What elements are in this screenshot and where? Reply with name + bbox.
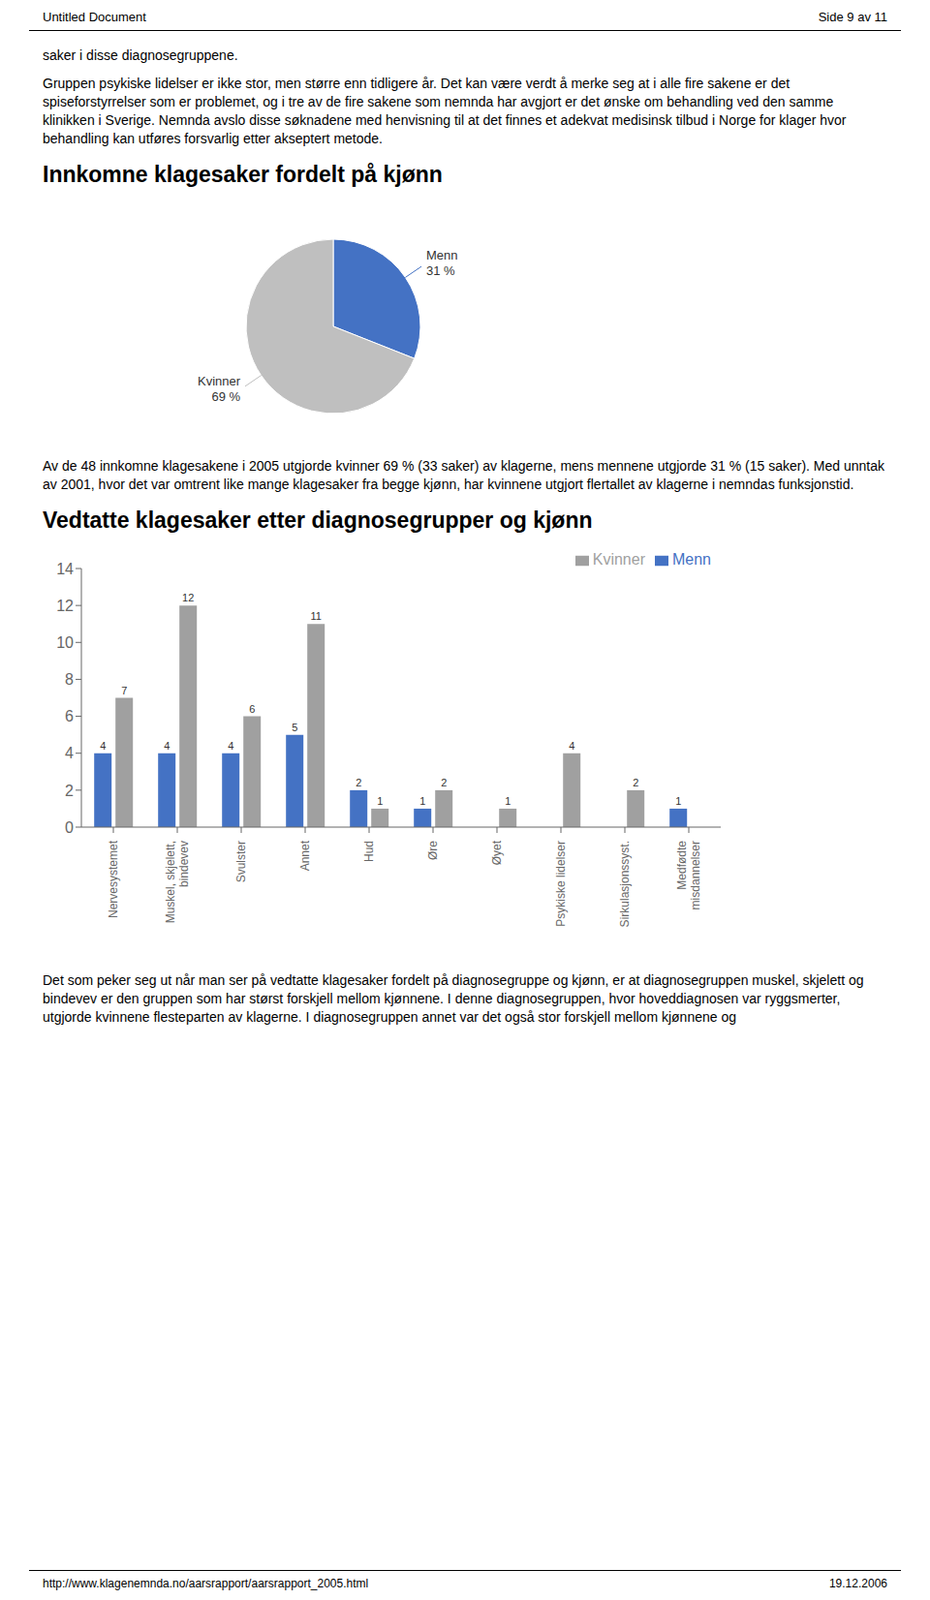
svg-text:Hud: Hud (362, 840, 376, 863)
svg-text:1: 1 (504, 795, 511, 807)
svg-text:Annet: Annet (298, 839, 312, 871)
svg-text:12: 12 (56, 597, 74, 615)
svg-text:1: 1 (376, 795, 383, 807)
svg-text:4: 4 (568, 740, 575, 752)
svg-text:2: 2 (440, 776, 447, 789)
svg-text:4: 4 (99, 740, 106, 752)
svg-text:4: 4 (64, 744, 74, 762)
svg-text:Nervesystemet: Nervesystemet (106, 839, 121, 919)
svg-text:8: 8 (64, 671, 74, 688)
html-text:Av de 48 innkomne klagesakene: Av de 48 innkomne klagesakene i 2005 utg… (42, 458, 885, 493)
html-text:Gruppen psykiske lidelser er i: Gruppen psykiske lidelser er ikke stor, … (42, 75, 847, 147)
svg-text:6: 6 (248, 703, 255, 715)
svg-text:6: 6 (64, 708, 74, 725)
html-text:Det som peker seg ut når man s: Det som peker seg ut når man ser på vedt… (42, 972, 864, 1025)
svg-text:12: 12 (182, 591, 194, 604)
svg-text:Psykiske lidelser: Psykiske lidelser (554, 840, 568, 928)
svg-text:1: 1 (675, 795, 682, 807)
svg-text:7: 7 (121, 684, 127, 697)
svg-text:4: 4 (227, 740, 234, 752)
html-text:Menn: Menn (672, 551, 712, 568)
svg-text:5: 5 (291, 721, 298, 734)
html-text:Untitled Document: Untitled Document (42, 9, 147, 25)
svg-text:2: 2 (355, 776, 362, 789)
svg-text:14: 14 (56, 560, 74, 578)
html-text:Innkomne klagesaker fordelt på: Innkomne klagesaker fordelt på kjønn (42, 161, 443, 187)
svg-text:11: 11 (310, 610, 321, 622)
svg-text:1: 1 (419, 795, 426, 807)
svg-text:Sirkulasjonssyst.: Sirkulasjonssyst. (618, 840, 632, 928)
html-text:saker i disse diagnosegruppene: saker i disse diagnosegruppene. (42, 47, 238, 63)
svg-text:2: 2 (632, 776, 639, 789)
html-text:Kvinner: Kvinner (592, 551, 646, 568)
html-text:Side 9 av 11: Side 9 av 11 (818, 9, 888, 25)
svg-text:Muskel, skjelett,bindevev: Muskel, skjelett,bindevev (163, 840, 191, 924)
html-text:http://www.klagenemnda.no/aars: http://www.klagenemnda.no/aarsrapport/aa… (42, 1577, 369, 1591)
html-text:Vedtatte klagesaker etter diag: Vedtatte klagesaker etter diagnosegruppe… (42, 507, 593, 533)
svg-text:10: 10 (56, 634, 74, 651)
svg-text:Kvinner69 %: Kvinner69 % (197, 373, 242, 404)
svg-text:0: 0 (64, 819, 74, 837)
svg-text:Øre: Øre (426, 840, 440, 861)
svg-text:4: 4 (163, 740, 170, 752)
svg-text:2: 2 (64, 782, 74, 800)
svg-text:Svulster: Svulster (234, 840, 248, 883)
svg-text:Øyet: Øyet (490, 839, 504, 866)
svg-text:Medfødtemisdannelser: Medfødtemisdannelser (675, 840, 703, 911)
html-text:19.12.2006: 19.12.2006 (829, 1577, 888, 1591)
svg-text:Menn31 %: Menn31 % (426, 248, 459, 279)
